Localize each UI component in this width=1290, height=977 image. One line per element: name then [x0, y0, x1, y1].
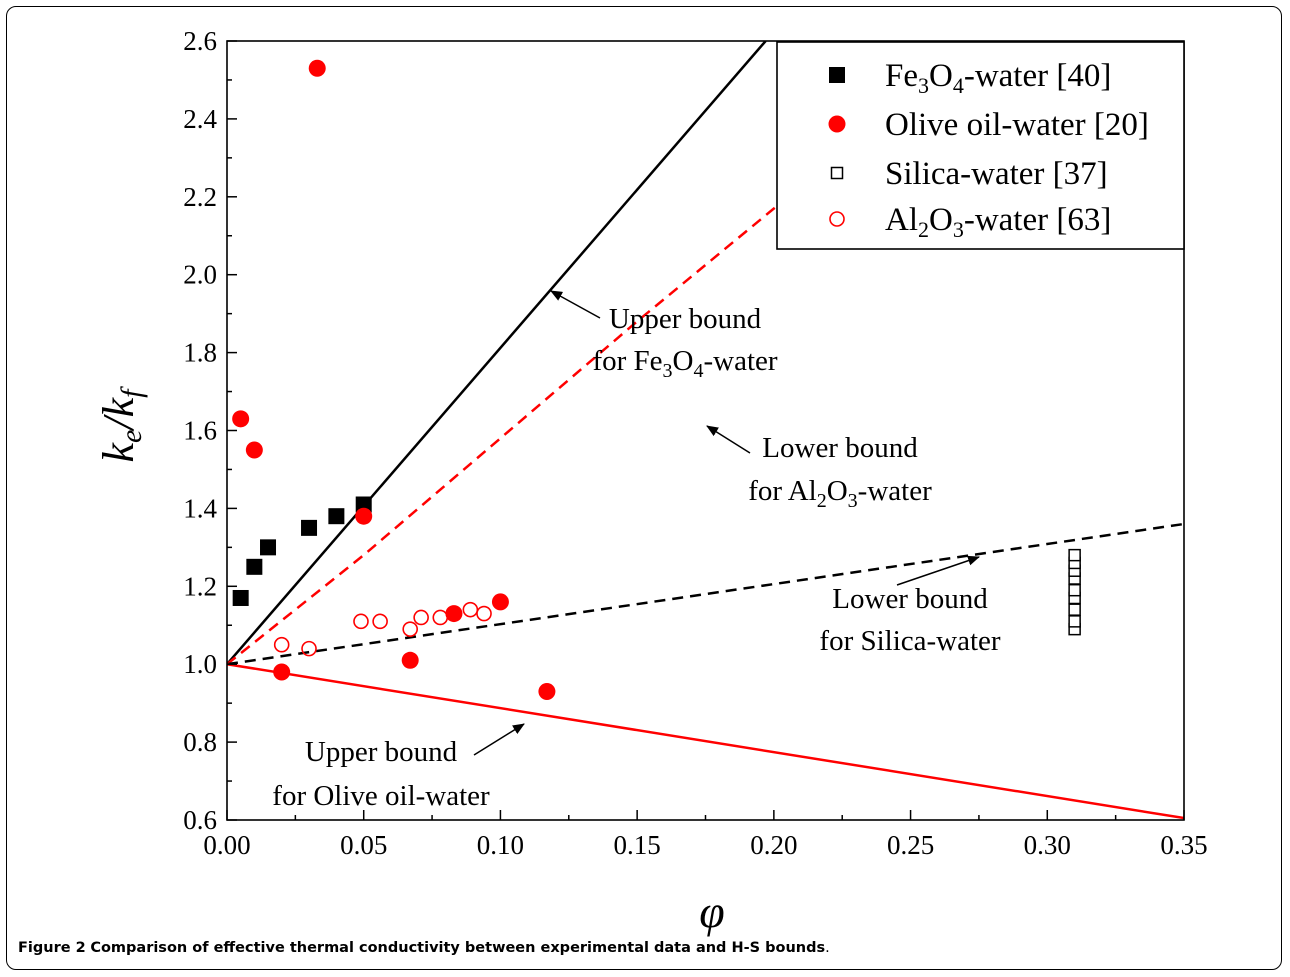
legend-marker-silica — [830, 166, 844, 180]
point-olive — [308, 59, 326, 77]
point-al2o3 — [476, 605, 492, 622]
point-al2o3 — [402, 621, 418, 637]
x-axis-label: φ — [699, 886, 724, 937]
y-tick-label: 1.8 — [183, 338, 217, 368]
legend-label-al2o3: Al2O3-water [63] — [885, 202, 1111, 242]
y-tick-label: 1.4 — [183, 493, 217, 523]
annotation-lower-al2o3-line1: Lower bound — [762, 432, 918, 464]
x-tick-label: 0.25 — [887, 830, 934, 860]
point-fe3o4 — [232, 589, 249, 606]
legend-marker-al2o3 — [829, 211, 845, 227]
y-tick-label: 2.0 — [183, 260, 217, 290]
point-olive — [445, 605, 463, 623]
point-silica — [1068, 615, 1081, 628]
y-tick-label: 1.6 — [183, 416, 217, 446]
point-olive — [401, 651, 419, 669]
x-tick-label: 0.10 — [477, 830, 524, 860]
y-tick-label: 2.4 — [183, 104, 217, 134]
x-tick-label: 0.20 — [750, 830, 797, 860]
y-tick-label: 1.0 — [183, 649, 217, 679]
legend-label-olive: Olive oil-water [20] — [885, 107, 1149, 143]
point-al2o3 — [353, 613, 369, 630]
point-al2o3 — [372, 613, 388, 630]
annotation-lower-silica-arrow — [896, 555, 980, 586]
caption-end: . — [825, 940, 830, 956]
annotation-lower-silica-line2: for Silica-water — [819, 625, 1001, 657]
y-tick-label: 0.6 — [183, 805, 217, 835]
annotation-lower-al2o3-line2: for Al2O3-water — [748, 475, 932, 512]
point-al2o3 — [432, 609, 449, 626]
legend-marker-olive — [828, 115, 846, 133]
x-tick-label: 0.05 — [340, 830, 387, 860]
annotation-lower-al2o3-arrow — [706, 425, 751, 454]
point-al2o3 — [413, 609, 429, 626]
point-fe3o4 — [301, 519, 318, 536]
x-tick-label: 0.00 — [203, 830, 250, 860]
point-silica — [1068, 603, 1081, 616]
point-olive — [491, 593, 509, 611]
annotation-upper-olive-arrow — [473, 723, 525, 756]
point-silica — [1068, 548, 1081, 562]
point-al2o3 — [273, 636, 290, 653]
point-fe3o4 — [328, 508, 345, 525]
point-fe3o4 — [355, 496, 372, 513]
annotation-upper-olive-line2: for Olive oil-water — [272, 780, 490, 812]
x-tick-label: 0.35 — [1160, 830, 1207, 860]
figure-caption: Figure 2 Comparison of effective thermal… — [18, 940, 830, 956]
y-tick-label: 2.6 — [183, 26, 217, 56]
point-al2o3 — [462, 601, 479, 618]
point-olive — [232, 410, 250, 428]
curve-lower-silica — [227, 522, 1184, 666]
point-olive — [538, 682, 556, 700]
point-al2o3 — [301, 640, 317, 657]
point-silica — [1068, 583, 1081, 597]
point-olive — [273, 663, 291, 681]
point-fe3o4 — [260, 539, 277, 556]
legend-label-fe3o4: Fe3O4-water [40] — [885, 58, 1111, 98]
annotation-upper-fe3o4-line2: for Fe3O4-water — [592, 345, 777, 382]
legend-marker-fe3o4 — [829, 67, 845, 83]
annotation-upper-fe3o4-arrow — [550, 290, 601, 319]
figure-frame — [6, 6, 1282, 970]
caption-label: Figure 2 — [18, 940, 86, 956]
annotation-lower-silica-line1: Lower bound — [832, 583, 988, 615]
point-olive — [245, 441, 263, 459]
annotation-upper-olive-line1: Upper bound — [305, 736, 458, 768]
curve-upper-olive — [227, 662, 1184, 820]
x-tick-label: 0.30 — [1024, 830, 1071, 860]
point-fe3o4 — [246, 558, 263, 575]
curve-upper-fe3o4 — [227, 41, 767, 666]
annotation-upper-fe3o4-line1: Upper bound — [609, 303, 762, 335]
y-tick-label: 1.2 — [183, 571, 217, 601]
y-tick-label: 2.2 — [183, 182, 217, 212]
y-tick-label: 0.8 — [183, 727, 217, 757]
y-axis-label: ke/kf — [94, 386, 148, 463]
x-tick-label: 0.15 — [614, 830, 661, 860]
legend-label-silica: Silica-water [37] — [885, 156, 1108, 192]
point-olive — [355, 507, 373, 525]
caption-text: Comparison of effective thermal conducti… — [90, 940, 826, 956]
